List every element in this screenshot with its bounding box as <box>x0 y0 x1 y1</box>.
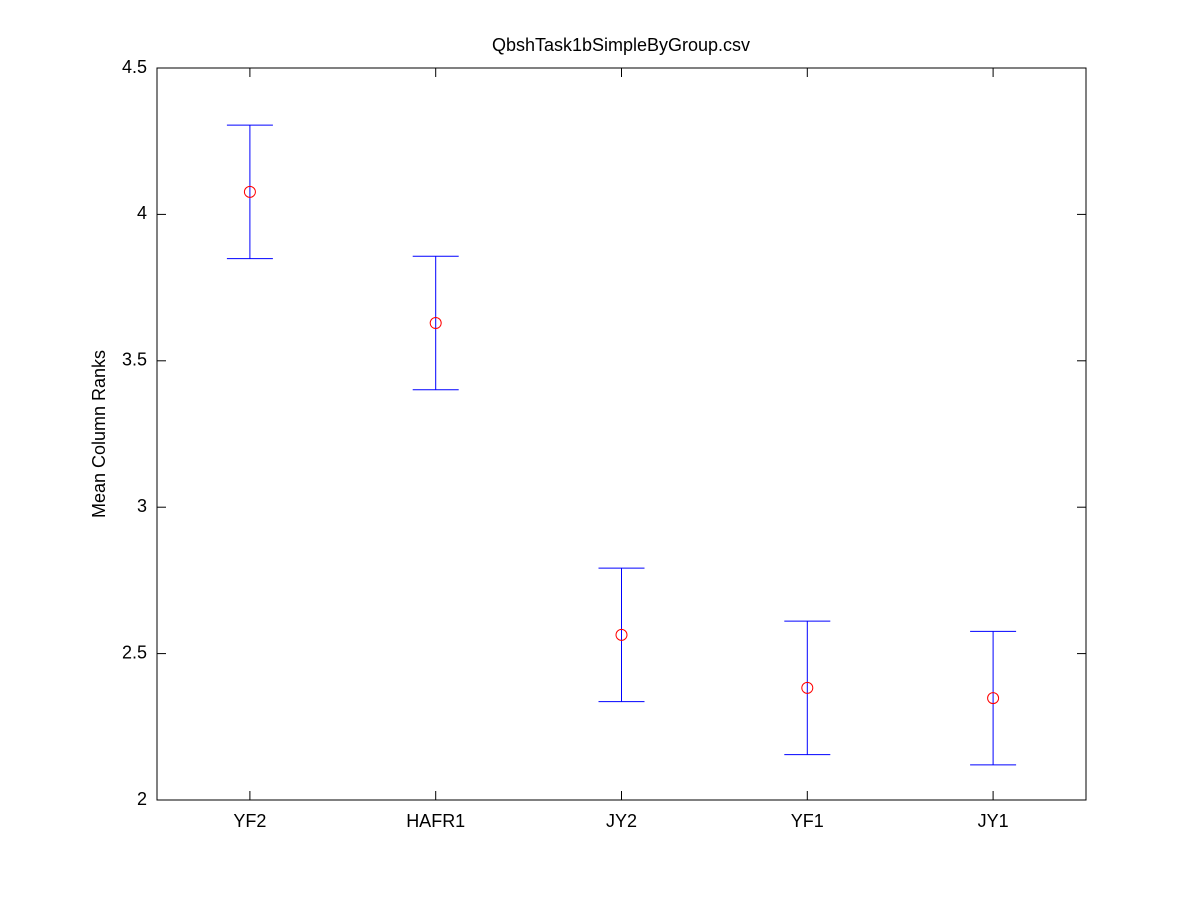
x-tick-label: JY1 <box>978 811 1009 831</box>
error-bar <box>970 630 1017 766</box>
error-bar <box>598 567 645 703</box>
y-axis-label: Mean Column Ranks <box>89 350 109 518</box>
y-tick-label: 4 <box>137 203 147 223</box>
error-bar <box>412 255 459 391</box>
x-tick-label: JY2 <box>606 811 637 831</box>
y-tick-label: 3.5 <box>122 350 147 370</box>
chart-title: QbshTask1bSimpleByGroup.csv <box>492 35 750 55</box>
y-tick-label: 2.5 <box>122 642 147 662</box>
error-bar <box>784 620 831 756</box>
error-bar <box>226 124 273 260</box>
y-tick-label: 3 <box>137 496 147 516</box>
mean-marker <box>615 628 628 641</box>
x-tick-label: YF2 <box>233 811 266 831</box>
mean-marker <box>987 692 1000 705</box>
x-tick-label: YF1 <box>791 811 824 831</box>
mean-marker <box>243 185 256 198</box>
mean-marker <box>801 681 814 694</box>
x-tick-label: HAFR1 <box>406 811 465 831</box>
y-tick-label: 4.5 <box>122 57 147 77</box>
y-tick-label: 2 <box>137 789 147 809</box>
mean-marker <box>429 317 442 330</box>
